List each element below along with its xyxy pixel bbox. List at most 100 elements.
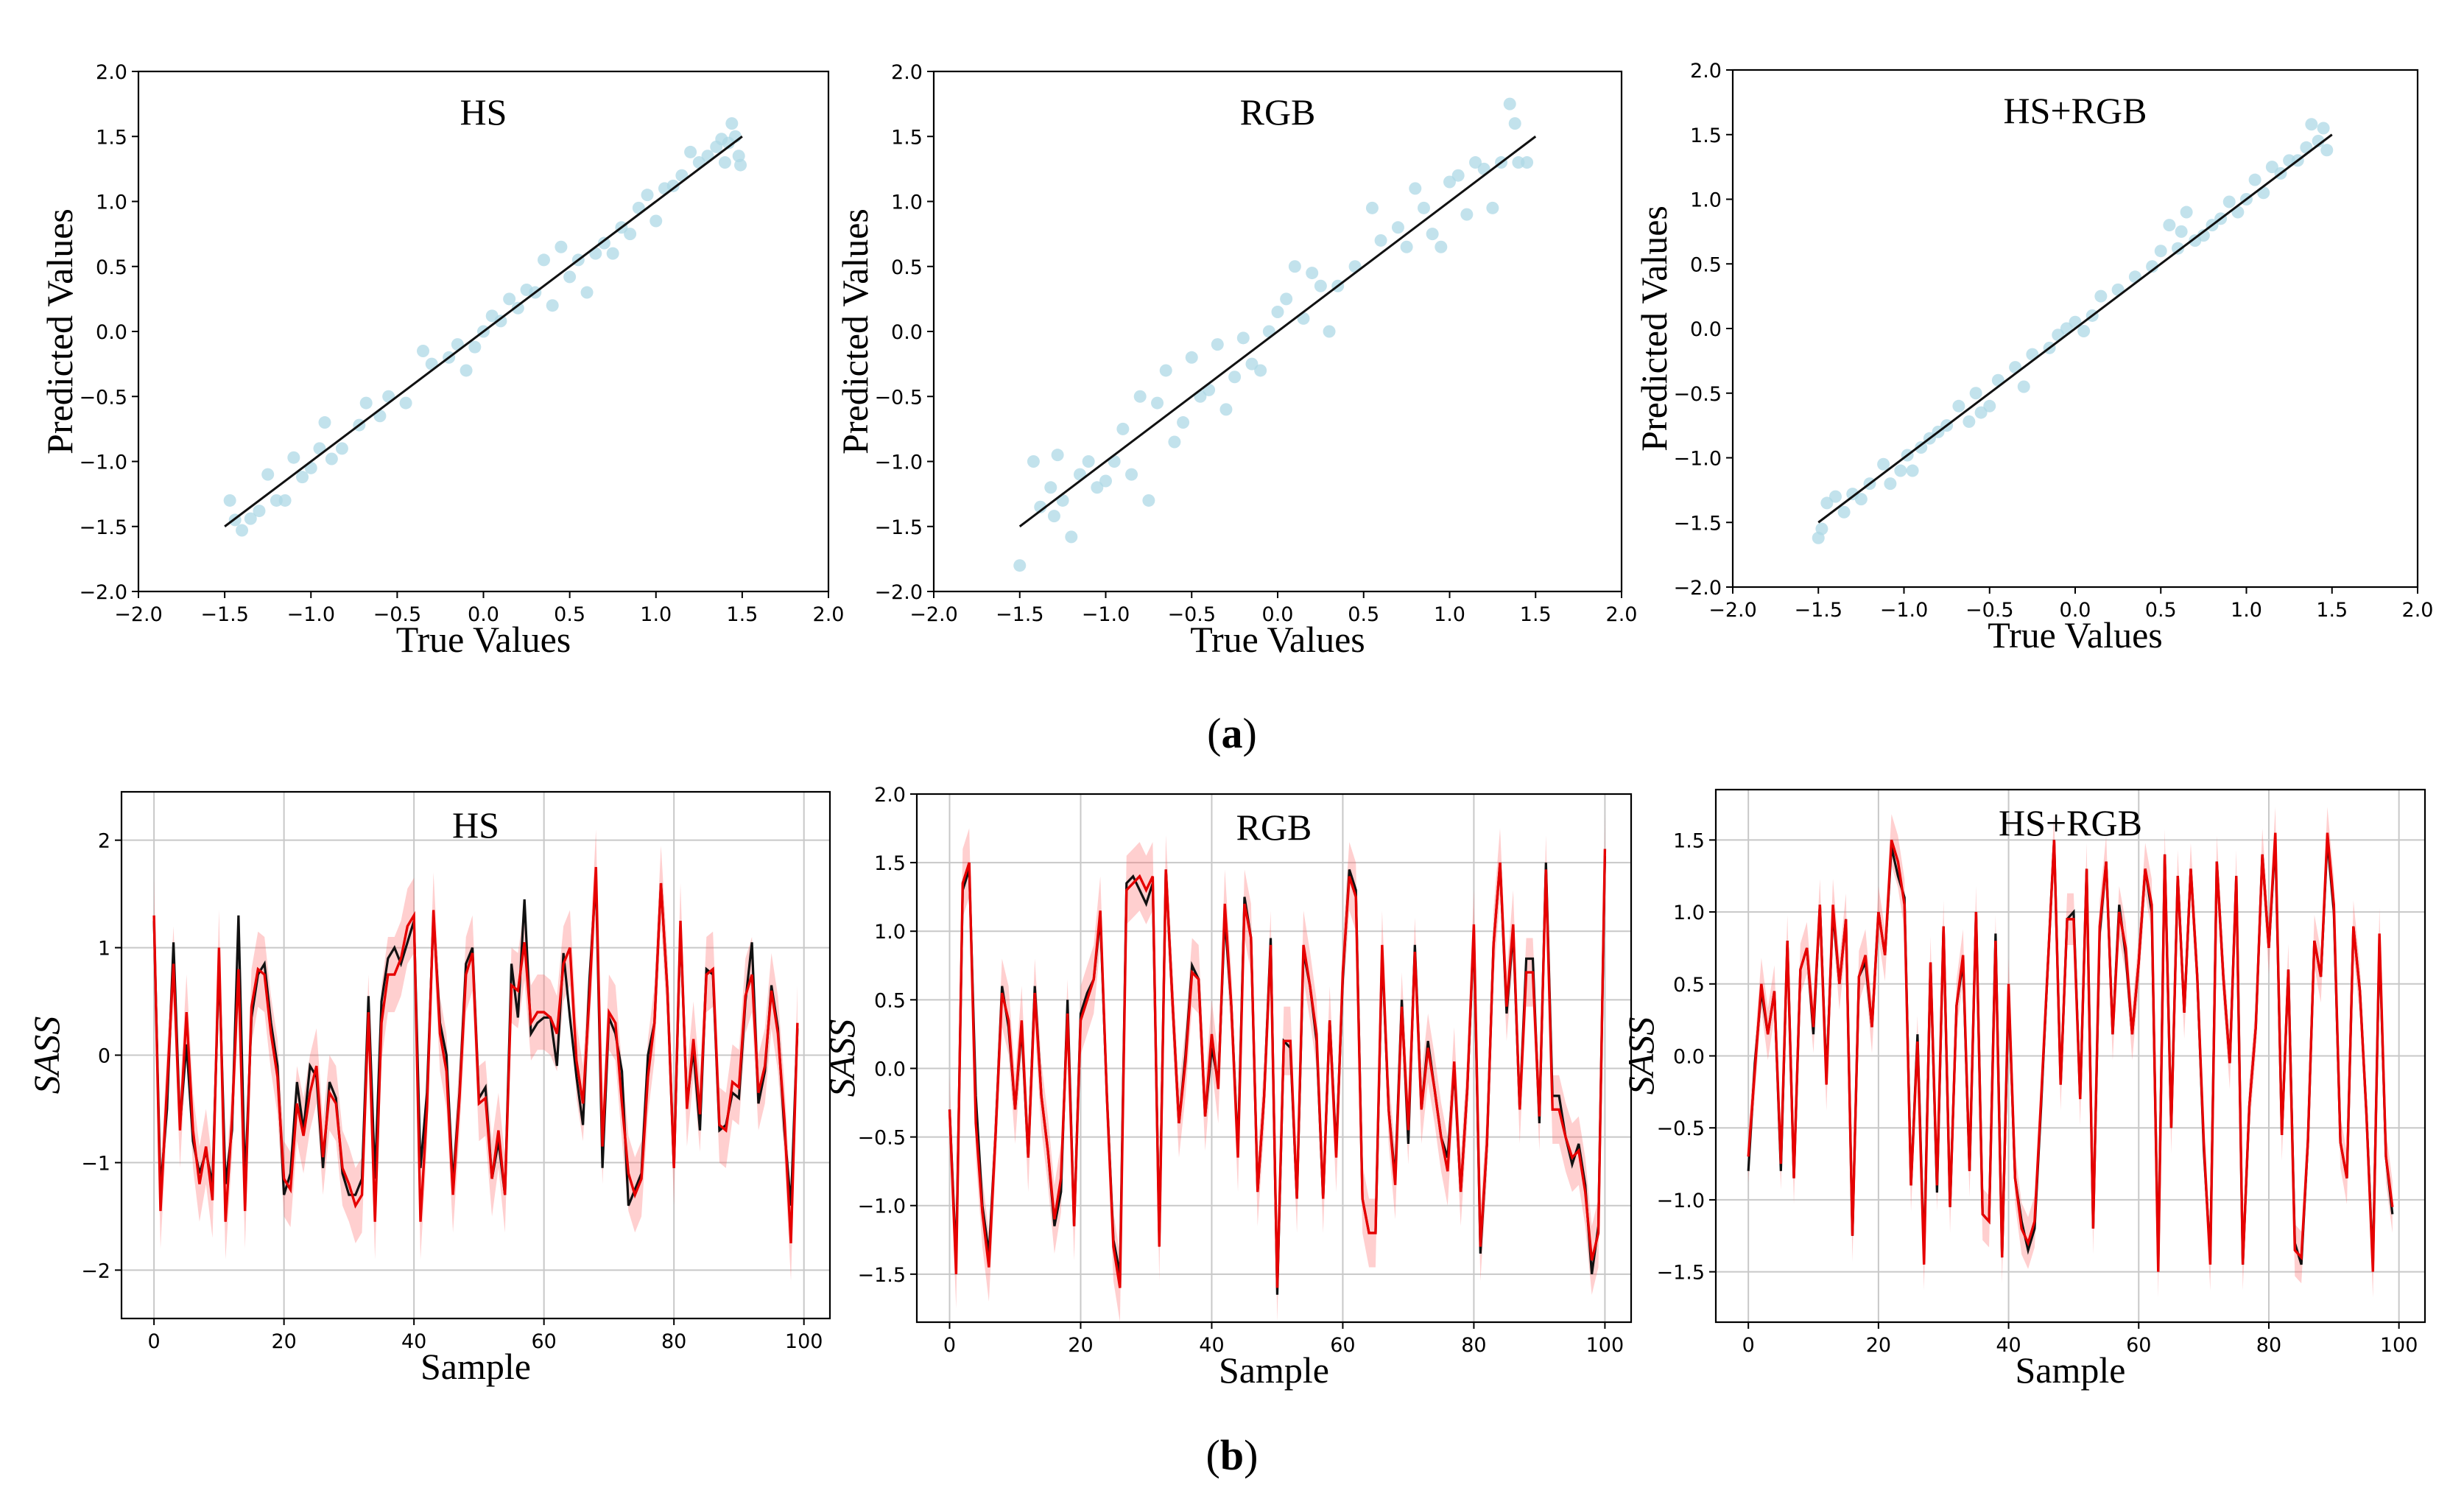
y-tick-label: −2.0: [874, 581, 923, 604]
y-tick-label: −1.0: [857, 1195, 906, 1218]
x-tick-label: 0: [943, 1334, 956, 1357]
chart-title: HS+RGB: [1999, 802, 2142, 843]
scatter-point: [2094, 289, 2108, 303]
y-axis-label: Predicted Values: [834, 208, 876, 454]
y-tick-label: 2.0: [1690, 60, 1722, 82]
y-tick-label: −1.5: [874, 516, 923, 539]
scatter-point: [1323, 325, 1336, 338]
scatter-point: [734, 158, 747, 172]
scatter-point: [597, 236, 610, 250]
y-axis-label: Predicted Values: [39, 208, 80, 454]
y-tick-label: 1.5: [96, 126, 127, 149]
y-tick-label: 0.0: [874, 1058, 906, 1081]
y-axis-label: Predicted Values: [1633, 206, 1675, 452]
scatter-point: [537, 253, 550, 267]
y-tick-label: 0.0: [891, 321, 923, 344]
scatter-point: [1365, 201, 1379, 214]
chart-title: HS+RGB: [2004, 90, 2147, 131]
x-tick-label: −1.0: [286, 603, 335, 626]
scatter-point: [1082, 455, 1095, 468]
y-tick-label: 1.0: [874, 921, 906, 944]
scatter-point: [2312, 135, 2325, 148]
scatter-point: [1409, 182, 1422, 195]
x-tick-label: 2.0: [2402, 599, 2434, 622]
scatter-point: [1254, 364, 1267, 377]
scatter-point: [2175, 225, 2188, 238]
x-tick-label: −2.0: [1708, 599, 1757, 622]
y-tick-label: −0.5: [79, 386, 127, 409]
x-tick-label: 0.0: [1262, 603, 1294, 626]
scatter-point: [1065, 530, 1078, 544]
x-tick-label: 1.0: [640, 603, 672, 626]
x-tick-label: 80: [1461, 1334, 1486, 1357]
x-tick-label: −1.0: [1880, 599, 1929, 622]
scatter-point: [1906, 464, 1919, 477]
scatter-point: [641, 189, 654, 202]
x-tick-label: 80: [661, 1330, 686, 1353]
scatter-point: [1486, 201, 1499, 214]
scatter-point: [1280, 292, 1293, 306]
x-tick-label: 100: [785, 1330, 823, 1353]
x-tick-label: 60: [1330, 1334, 1355, 1357]
scatter-point: [2222, 195, 2236, 208]
scatter-point: [1952, 399, 1965, 412]
x-tick-label: 1.5: [2316, 599, 2348, 622]
x-tick-label: 100: [2380, 1334, 2418, 1357]
scatter-point: [1503, 97, 1516, 110]
x-axis-label: Sample: [2016, 1349, 2126, 1391]
y-tick-label: −1.5: [79, 516, 127, 539]
x-tick-label: 1.0: [1434, 603, 1465, 626]
y-tick-label: 2.0: [874, 784, 906, 807]
x-tick-label: 0: [1742, 1334, 1755, 1357]
x-tick-label: 60: [2126, 1334, 2151, 1357]
x-tick-label: 0.0: [468, 603, 499, 626]
x-tick-label: 0.5: [1348, 603, 1379, 626]
x-tick-label: 40: [401, 1330, 426, 1353]
y-tick-label: 1.0: [1690, 189, 1722, 212]
scatter-point: [1426, 228, 1439, 241]
scatter-point: [325, 452, 338, 466]
scatter-point: [2077, 325, 2091, 338]
x-tick-label: 40: [1199, 1334, 1224, 1357]
scatter-point: [417, 344, 430, 357]
y-tick-label: −2.0: [79, 581, 127, 604]
scatter-point: [1443, 175, 1456, 189]
scatter-point: [1391, 221, 1404, 234]
scatter-point: [1969, 387, 1982, 400]
scatter-point: [2172, 242, 2184, 255]
y-tick-label: −0.5: [1656, 1117, 1705, 1140]
scatter-point: [650, 214, 663, 228]
scatter-point: [261, 468, 275, 481]
chart-scatter-hs: −2.0 −1.5 −1.0 −0.5 0.0 0.5 1.0 1.5 2.0 −2.0 −1.5 −…: [39, 61, 844, 660]
x-tick-label: −0.5: [1167, 603, 1216, 626]
x-tick-label: 1.0: [2231, 599, 2262, 622]
scatter-point: [511, 301, 524, 315]
scatter-point: [1051, 449, 1064, 462]
y-tick-label: 2.0: [891, 61, 923, 84]
scatter-point: [1245, 357, 1259, 371]
scatter-point: [2017, 380, 2030, 393]
scatter-point: [1168, 435, 1181, 449]
scatter-point: [223, 494, 236, 507]
scatter-point: [1314, 279, 1327, 292]
scatter-point: [2163, 219, 2176, 232]
scatter-point: [580, 286, 594, 299]
x-axis-label: True Values: [396, 619, 571, 660]
scatter-point: [1884, 477, 1897, 491]
scatter-point: [2265, 161, 2278, 174]
x-tick-label: −1.5: [1794, 599, 1842, 622]
scatter-point: [1288, 260, 1301, 273]
y-axis-label: SASS: [1620, 1017, 1661, 1095]
x-tick-label: 20: [1866, 1334, 1891, 1357]
scatter-point: [1854, 493, 1868, 506]
scatter-point: [1159, 364, 1172, 377]
y-tick-label: −1.0: [874, 452, 923, 474]
scatter-point: [1133, 390, 1147, 403]
scatter-point: [287, 451, 300, 464]
y-tick-label: −1.0: [79, 452, 127, 474]
y-tick-label: 0.5: [1690, 253, 1722, 276]
x-tick-label: 80: [2256, 1334, 2281, 1357]
x-tick-label: 100: [1586, 1334, 1625, 1357]
y-tick-label: −1.5: [1656, 1262, 1705, 1285]
scatter-point: [494, 315, 507, 328]
